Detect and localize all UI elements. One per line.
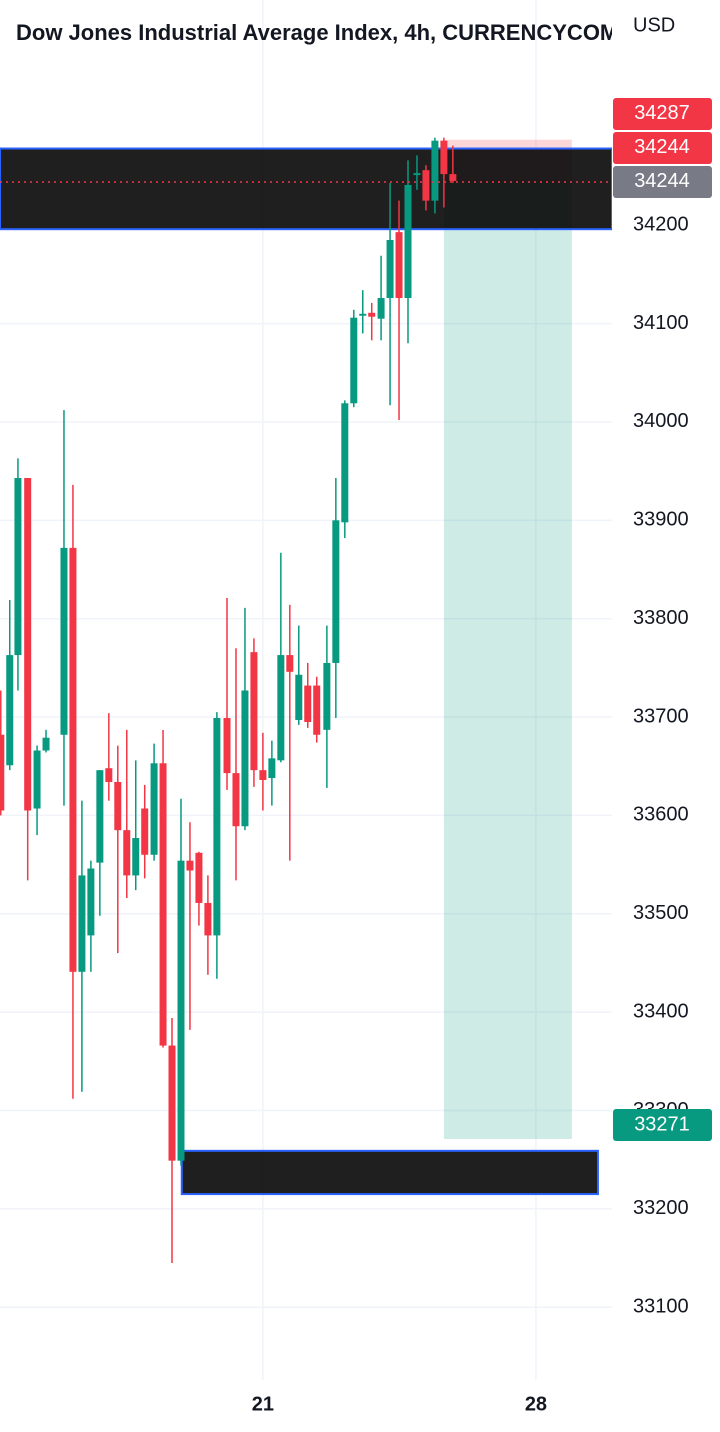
candle-body xyxy=(286,655,294,672)
price-label-box xyxy=(613,131,712,164)
candle-body xyxy=(123,830,131,876)
candle-body xyxy=(440,140,448,175)
y-tick-label: 33200 xyxy=(633,1197,689,1219)
candle-body xyxy=(6,655,14,766)
candle-body xyxy=(78,875,86,972)
candle-body xyxy=(431,140,439,201)
candle-body xyxy=(250,652,258,771)
candle-body xyxy=(168,1045,176,1161)
y-tick-label: 34100 xyxy=(633,312,689,334)
y-tick-label: 33600 xyxy=(633,804,689,826)
candle-body xyxy=(404,184,412,299)
candle-body xyxy=(0,734,5,811)
candle-body xyxy=(204,902,212,936)
candle-body xyxy=(304,685,312,722)
candle-body xyxy=(24,478,32,811)
price-label-box xyxy=(613,165,712,198)
candle-body xyxy=(350,317,358,404)
candle-body xyxy=(341,403,349,523)
candle-body xyxy=(195,852,203,903)
candle-body xyxy=(259,770,267,780)
candle-body xyxy=(323,662,331,730)
candle-body xyxy=(368,312,376,317)
candle-body xyxy=(14,478,22,656)
candle-body xyxy=(422,170,430,201)
candle-body xyxy=(223,718,231,774)
price-label: 34244 xyxy=(634,170,690,192)
candle-body xyxy=(313,685,321,735)
candle-body xyxy=(295,674,303,720)
candle-body xyxy=(268,758,276,779)
candle-body xyxy=(69,547,77,972)
candle-body xyxy=(132,838,140,876)
candle-body xyxy=(395,232,403,299)
candle-body xyxy=(359,313,367,316)
candle-body xyxy=(413,173,421,176)
x-tick-label: 28 xyxy=(525,1393,547,1415)
candle-body xyxy=(150,763,158,855)
candle-body xyxy=(141,808,149,855)
chart-title: Dow Jones Industrial Average Index, 4h, … xyxy=(16,20,618,45)
x-tick-label: 21 xyxy=(252,1393,274,1415)
plot-area xyxy=(0,0,612,1380)
price-label-box xyxy=(613,1109,712,1142)
candle-body xyxy=(241,690,249,827)
currency-label: USD xyxy=(633,14,675,36)
price-label: 34287 xyxy=(634,102,690,124)
y-tick-label: 33800 xyxy=(633,607,689,629)
candle-body xyxy=(114,781,122,831)
target-area xyxy=(443,181,572,1140)
price-axis: 3310033200333003340033500336003370033800… xyxy=(613,97,712,1317)
candle-body xyxy=(42,737,50,751)
zone xyxy=(180,1149,599,1196)
y-tick-label: 34200 xyxy=(633,214,689,236)
candle-body xyxy=(159,763,167,1046)
price-label: 34244 xyxy=(634,136,690,158)
candle-body xyxy=(177,860,185,1161)
candle-body xyxy=(87,868,95,936)
price-label-box xyxy=(613,97,712,130)
zone xyxy=(0,147,612,231)
y-tick-label: 34000 xyxy=(633,410,689,432)
candle-body xyxy=(377,298,385,319)
candle-body xyxy=(33,750,41,809)
candle-body xyxy=(60,547,68,735)
y-tick-label: 33100 xyxy=(633,1295,689,1317)
candle-body xyxy=(186,860,194,871)
y-tick-label: 33400 xyxy=(633,1000,689,1022)
candle-body xyxy=(96,770,104,863)
candle-body xyxy=(105,768,113,782)
price-label: 33271 xyxy=(634,1113,690,1135)
y-tick-label: 33900 xyxy=(633,509,689,531)
y-tick-label: 33700 xyxy=(633,705,689,727)
candle-body xyxy=(277,655,285,761)
candle-body xyxy=(449,174,457,181)
candle-body xyxy=(232,773,240,827)
candle-body xyxy=(386,240,394,299)
y-tick-label: 33500 xyxy=(633,902,689,924)
candle-body xyxy=(213,718,221,936)
candle-body xyxy=(332,520,340,663)
